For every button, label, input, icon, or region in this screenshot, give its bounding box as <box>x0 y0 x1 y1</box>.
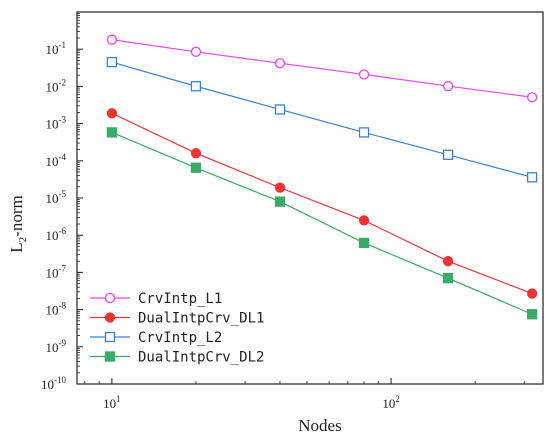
y-tick-label: 10-9 <box>46 338 67 355</box>
data-point <box>190 46 202 57</box>
data-point <box>442 256 454 267</box>
y-tick-label: 10-3 <box>46 115 67 132</box>
legend-label: CrvIntp_L1 <box>138 291 222 307</box>
data-point <box>104 312 116 323</box>
data-point <box>274 182 286 193</box>
data-point <box>104 331 116 343</box>
y-tick-label: 10-5 <box>46 189 67 206</box>
y-tick-label: 10-1 <box>46 40 67 57</box>
legend-item: DualIntpCrv_DL1 <box>90 311 264 327</box>
data-point <box>190 81 202 92</box>
series-line <box>111 61 533 178</box>
legend-item: CrvIntp_L1 <box>90 291 222 307</box>
x-tick-label: 101 <box>103 394 121 411</box>
x-tick-label: 102 <box>382 394 400 411</box>
data-point <box>106 127 118 138</box>
y-tick-label: 10-6 <box>46 226 67 243</box>
series-line <box>111 112 533 295</box>
data-point <box>526 288 538 299</box>
data-point <box>442 149 454 160</box>
data-point <box>274 196 286 207</box>
data-point <box>106 108 118 119</box>
series-4 <box>106 127 538 320</box>
data-point <box>274 58 286 69</box>
data-point <box>358 237 370 249</box>
data-point <box>442 80 454 92</box>
data-point <box>104 351 116 362</box>
y-tick-label: 10-2 <box>46 77 67 94</box>
data-point <box>190 148 202 159</box>
legend-label: DualIntpCrv_DL2 <box>138 350 264 366</box>
series-1 <box>106 34 538 103</box>
series-2 <box>106 108 538 299</box>
series-line <box>111 39 533 98</box>
data-point <box>526 92 538 103</box>
data-point <box>358 215 370 226</box>
series-3 <box>106 56 538 183</box>
y-tick-label: 10-4 <box>46 152 67 169</box>
data-point <box>358 127 370 138</box>
legend-item: DualIntpCrv_DL2 <box>90 350 264 366</box>
y-tick-label: 10-8 <box>46 301 67 318</box>
y-tick-label: 10-10 <box>41 375 66 392</box>
data-point <box>526 309 538 320</box>
data-point <box>190 162 202 173</box>
data-point <box>106 56 118 68</box>
legend-item: CrvIntp_L2 <box>90 330 222 346</box>
series-line <box>111 131 533 315</box>
x-axis-label: Nodes <box>298 416 341 435</box>
legend-label: CrvIntp_L2 <box>138 330 222 346</box>
y-axis-label: L2-norm <box>7 195 29 252</box>
legend-label: DualIntpCrv_DL1 <box>138 311 264 327</box>
data-point <box>274 104 286 115</box>
data-point <box>106 34 118 45</box>
data-point <box>442 273 454 284</box>
y-tick-label: 10-7 <box>46 263 67 280</box>
data-point <box>526 172 538 183</box>
data-point <box>358 69 370 80</box>
data-point <box>104 292 116 304</box>
